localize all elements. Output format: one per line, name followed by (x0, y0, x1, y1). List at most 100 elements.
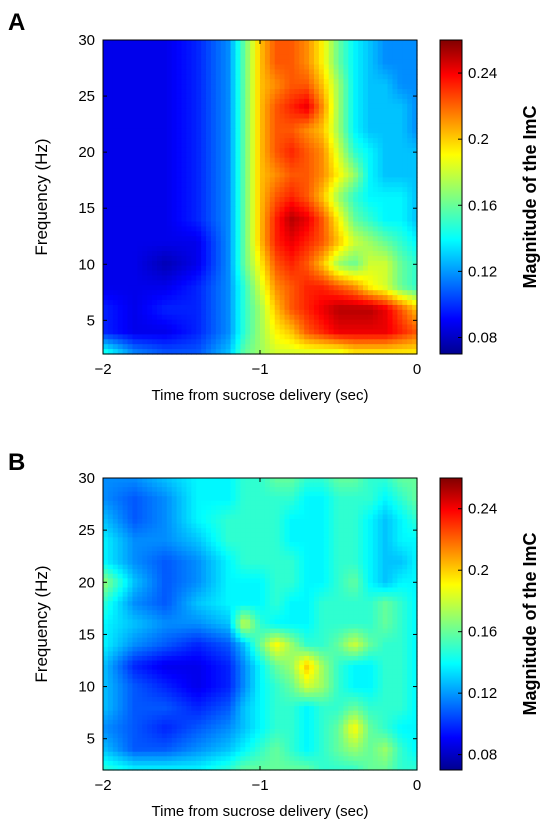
heatmap-cell (338, 349, 345, 355)
heatmap-cell (122, 309, 129, 316)
heatmap-cell (240, 54, 246, 61)
heatmap-cell (260, 84, 266, 90)
heatmap-cell (274, 74, 281, 80)
heatmap-cell (343, 98, 349, 105)
heatmap-cell (142, 280, 148, 286)
heatmap-cell (191, 162, 197, 169)
heatmap-cell (127, 275, 134, 282)
heatmap-cell (304, 304, 310, 311)
heatmap-cell (137, 54, 143, 61)
heatmap-cell (161, 192, 168, 198)
heatmap-cell (201, 290, 207, 296)
heatmap-cell (402, 231, 408, 237)
heatmap-cell (255, 201, 261, 208)
heatmap-cell (397, 182, 403, 188)
heatmap-cell (328, 64, 335, 71)
heatmap-cell (353, 226, 359, 232)
heatmap-cell (201, 514, 207, 520)
heatmap-cell (122, 270, 129, 277)
heatmap-cell (117, 231, 124, 237)
heatmap-cell (260, 79, 266, 85)
heatmap-cell (147, 118, 153, 125)
heatmap-cell (372, 54, 379, 61)
heatmap-cell (274, 255, 281, 262)
heatmap-cell (274, 79, 281, 85)
heatmap-cell (235, 236, 241, 242)
heatmap-cell (186, 482, 192, 488)
heatmap-cell (107, 250, 114, 257)
heatmap-cell (181, 478, 188, 484)
heatmap-cell (387, 334, 394, 340)
heatmap-cell (353, 523, 359, 529)
heatmap-cell (387, 74, 394, 80)
heatmap-cell (264, 523, 271, 529)
heatmap-cell (353, 329, 359, 335)
x-tick-label: −2 (94, 361, 111, 378)
heatmap-cell (235, 280, 241, 286)
heatmap-cell (407, 98, 413, 105)
heatmap-cell (225, 98, 232, 105)
heatmap-cell (363, 505, 369, 511)
heatmap-cell (206, 118, 212, 125)
heatmap-cell (176, 74, 183, 80)
heatmap-cell (225, 295, 232, 301)
heatmap-cell (117, 172, 124, 178)
heatmap-cell (372, 280, 379, 286)
heatmap-cell (122, 216, 129, 223)
heatmap-cell (343, 519, 349, 525)
heatmap-cell (289, 487, 295, 493)
heatmap-cell (230, 182, 237, 188)
heatmap-cell (171, 40, 178, 46)
heatmap-cell (269, 319, 276, 326)
heatmap-cell (269, 334, 276, 340)
heatmap-cell (289, 290, 295, 296)
heatmap-cell (274, 285, 281, 291)
heatmap-cell (294, 206, 300, 213)
heatmap-cell (269, 309, 276, 316)
heatmap-cell (269, 314, 276, 321)
heatmap-cell (127, 143, 134, 149)
heatmap-cell (196, 157, 202, 164)
heatmap-cell (166, 167, 173, 174)
y-tick-label: 15 (78, 200, 95, 217)
heatmap-cell (367, 482, 374, 488)
heatmap-cell (122, 523, 129, 529)
heatmap-cell (279, 128, 286, 134)
heatmap-cell (132, 187, 138, 193)
heatmap-cell (402, 300, 408, 306)
heatmap-cell (225, 290, 232, 296)
heatmap-cell (299, 123, 305, 129)
heatmap-cell (274, 246, 281, 252)
heatmap-cell (279, 231, 286, 237)
heatmap-cell (112, 491, 119, 497)
heatmap-cell (230, 231, 237, 237)
heatmap-cell (377, 280, 384, 286)
heatmap-cell (171, 79, 178, 85)
heatmap-cell (338, 304, 345, 311)
heatmap-cell (397, 255, 403, 262)
heatmap-cell (117, 221, 124, 228)
heatmap-cell (112, 319, 119, 326)
heatmap-cell (220, 216, 227, 223)
heatmap-cell (309, 260, 315, 267)
heatmap-cell (397, 236, 403, 242)
heatmap-cell (313, 40, 320, 46)
heatmap-cell (196, 349, 202, 355)
heatmap-cell (353, 187, 359, 193)
heatmap-cell (147, 79, 153, 85)
heatmap-cell (225, 128, 232, 134)
heatmap-cell (171, 133, 178, 139)
heatmap-cell (201, 285, 207, 291)
heatmap-cell (323, 103, 330, 110)
heatmap-cell (363, 93, 369, 100)
heatmap-cell (397, 519, 403, 525)
heatmap-cell (353, 172, 359, 178)
heatmap-cell (235, 270, 241, 277)
heatmap-cell (206, 59, 212, 66)
heatmap-cell (353, 491, 359, 497)
heatmap-cell (367, 532, 374, 538)
heatmap-cell (412, 113, 418, 120)
heatmap-cell (304, 157, 310, 164)
heatmap-cell (201, 64, 207, 71)
heatmap-cell (260, 221, 266, 228)
